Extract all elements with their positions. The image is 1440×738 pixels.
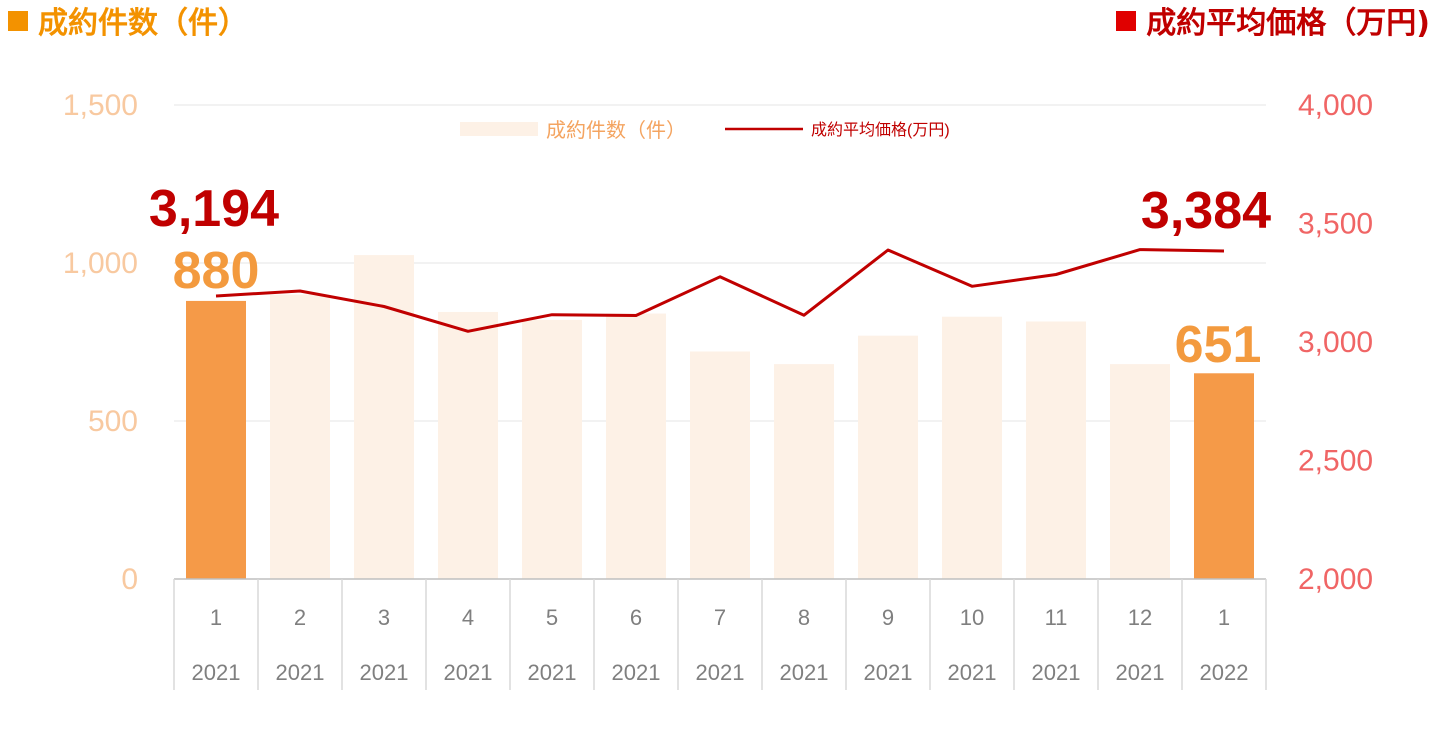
- axis-lines: [173, 578, 1267, 690]
- category-month-label: 9: [882, 605, 894, 630]
- orange-square-icon: [8, 11, 28, 31]
- legend-bar-label: 成約件数（件）: [546, 119, 686, 142]
- line-label-first: 3,194: [149, 180, 279, 238]
- bar: [354, 255, 414, 579]
- right-axis-title: 成約平均価格（万円): [1116, 4, 1430, 44]
- bar: [270, 294, 330, 579]
- category-month-label: 1: [1218, 605, 1230, 630]
- bar: [774, 364, 834, 579]
- category-year-label: 2021: [948, 660, 997, 685]
- right-tick-label: 3,000: [1298, 326, 1373, 359]
- legend-bar-swatch: [460, 122, 538, 136]
- left-tick-label: 1,500: [63, 89, 138, 122]
- bar: [438, 311, 498, 579]
- category-year-label: 2021: [444, 660, 493, 685]
- right-tick-label: 2,000: [1298, 563, 1373, 596]
- category-month-label: 1: [210, 605, 222, 630]
- category-month-label: 4: [462, 605, 474, 630]
- category-labels: 1 2021 2 2021 3 2021 4 2021 5 2021 6 2021 7 2021 8 2021…: [192, 605, 1249, 685]
- data-labels: 3,194 880 3,384 651: [149, 180, 1271, 374]
- right-tick-label: 2,500: [1298, 445, 1373, 478]
- category-month-label: 3: [378, 605, 390, 630]
- category-year-label: 2021: [780, 660, 829, 685]
- left-tick-label: 1,000: [63, 247, 138, 280]
- category-year-label: 2021: [612, 660, 661, 685]
- category-year-label: 2021: [192, 660, 241, 685]
- legend: 成約件数（件） 成約平均価格(万円): [460, 119, 950, 142]
- category-month-label: 2: [294, 605, 306, 630]
- right-tick-label: 3,500: [1298, 208, 1373, 241]
- bars: [186, 255, 1254, 579]
- right-tick-label: 4,000: [1298, 89, 1373, 122]
- category-month-label: 10: [960, 605, 984, 630]
- red-square-icon: [1116, 11, 1137, 31]
- bar: [1194, 373, 1254, 579]
- category-year-label: 2021: [1032, 660, 1081, 685]
- bar: [186, 300, 246, 579]
- bar: [1026, 321, 1086, 579]
- category-year-label: 2021: [1116, 660, 1165, 685]
- category-month-label: 6: [630, 605, 642, 630]
- category-year-label: 2021: [528, 660, 577, 685]
- left-tick-label: 500: [88, 405, 138, 438]
- category-month-label: 5: [546, 605, 558, 630]
- line-label-last: 3,384: [1141, 182, 1271, 240]
- legend-line-label: 成約平均価格(万円): [811, 121, 950, 139]
- category-year-label: 2021: [360, 660, 409, 685]
- bar: [858, 335, 918, 579]
- bar: [1110, 364, 1170, 579]
- category-month-label: 7: [714, 605, 726, 630]
- category-year-label: 2021: [276, 660, 325, 685]
- left-axis-title: 成約件数（件）: [8, 4, 248, 44]
- category-year-label: 2021: [696, 660, 745, 685]
- category-year-label: 2021: [864, 660, 913, 685]
- left-axis-ticks: 0 500 1,000 1,500: [63, 89, 138, 596]
- bar: [522, 319, 582, 579]
- bar: [942, 316, 1002, 579]
- bar-label-last: 651: [1175, 316, 1262, 374]
- right-axis-ticks: 2,000 2,500 3,000 3,500 4,000: [1298, 89, 1373, 596]
- category-month-label: 8: [798, 605, 810, 630]
- left-axis-title-text: 成約件数（件）: [38, 6, 248, 41]
- category-year-label: 2022: [1200, 660, 1249, 685]
- bar: [606, 313, 666, 579]
- category-month-label: 11: [1045, 605, 1068, 630]
- right-axis-title-text: 成約平均価格（万円): [1146, 6, 1430, 41]
- line-series: [215, 248, 1225, 333]
- bar: [690, 351, 750, 579]
- price-line: [215, 248, 1225, 333]
- left-tick-label: 0: [121, 563, 138, 596]
- bar-label-first: 880: [173, 242, 260, 300]
- category-month-label: 12: [1128, 605, 1152, 630]
